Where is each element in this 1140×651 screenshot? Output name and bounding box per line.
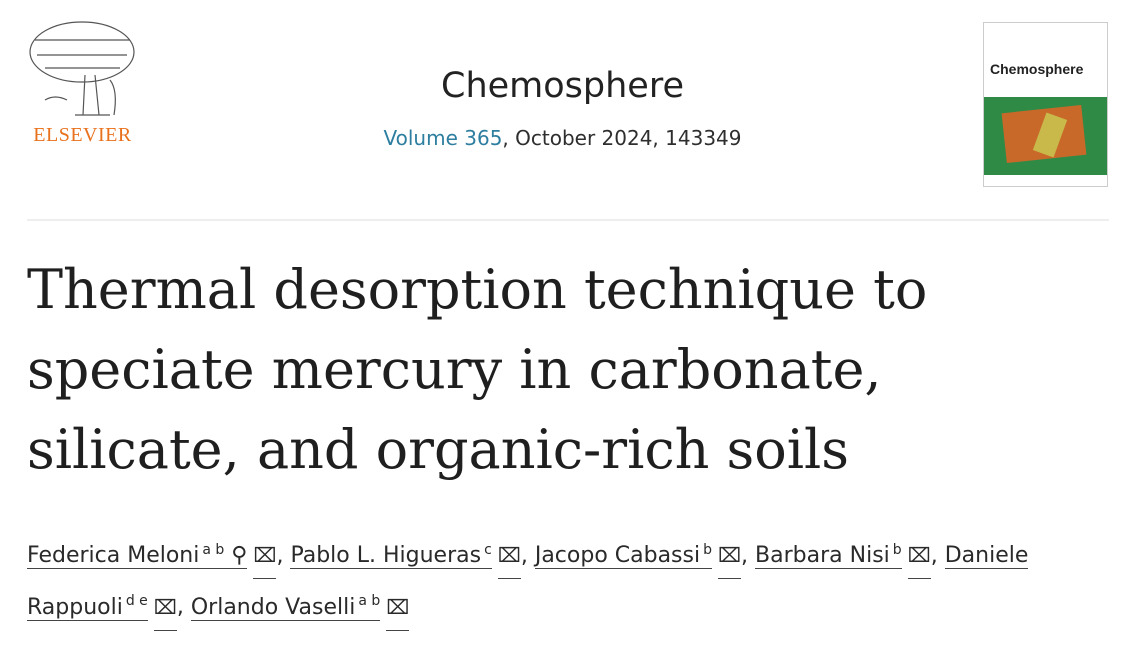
elsevier-logo[interactable]: ELSEVIER: [25, 20, 140, 150]
author-name: Barbara Nisi: [755, 543, 890, 569]
affiliation: a b: [358, 593, 381, 610]
tree-icon: [29, 21, 135, 116]
article-title: Thermal desorption technique to speciate…: [27, 258, 928, 481]
author-name: Federica Meloni: [27, 543, 200, 569]
author-name: Daniele Rappuoli: [27, 543, 1029, 620]
journal-volume-line: Volume 365, October 2024, 143349: [300, 126, 825, 150]
author-link[interactable]: Federica Meloni a b ⚲: [27, 542, 248, 570]
author-name: Jacopo Cabassi: [534, 543, 701, 569]
journal-title[interactable]: Chemosphere: [441, 66, 684, 106]
journal-cover[interactable]: Chemosphere: [983, 22, 1108, 187]
volume-link[interactable]: Volume 365: [383, 126, 503, 150]
envelope-icon[interactable]: ⌧: [153, 585, 177, 631]
affiliation: b: [703, 542, 712, 558]
divider: [27, 219, 1109, 221]
author-name: Orlando Vaselli: [190, 594, 356, 620]
envelope-icon[interactable]: ⌧: [718, 533, 742, 580]
issue-details: , October 2024, 143349: [502, 126, 742, 150]
author-name: Pablo L. Higueras: [290, 543, 482, 569]
author-link[interactable]: Daniele Rappuoli d e: [27, 543, 1029, 621]
author-link[interactable]: Pablo L. Higueras c: [290, 542, 492, 570]
author-link[interactable]: Orlando Vaselli a b: [190, 593, 381, 621]
affiliation: d e: [125, 593, 148, 610]
envelope-icon[interactable]: ⌧: [907, 533, 931, 580]
author-list: Federica Meloni a b ⚲ ⌧, Pablo L. Higueras…: [27, 528, 1107, 631]
author-link[interactable]: Jacopo Cabassi b: [534, 542, 712, 570]
affiliation: b: [892, 542, 902, 558]
envelope-icon[interactable]: ⌧: [386, 585, 410, 631]
affiliation: c: [484, 542, 492, 558]
person-icon: ⚲: [231, 543, 248, 569]
author-link[interactable]: Barbara Nisi b: [755, 542, 902, 570]
envelope-icon[interactable]: ⌧: [497, 533, 521, 580]
envelope-icon[interactable]: ⌧: [253, 533, 277, 580]
publisher-name: ELSEVIER: [33, 124, 132, 146]
cover-image: [984, 97, 1107, 175]
cover-title: Chemosphere: [990, 61, 1084, 77]
affiliation: a b: [202, 542, 225, 558]
